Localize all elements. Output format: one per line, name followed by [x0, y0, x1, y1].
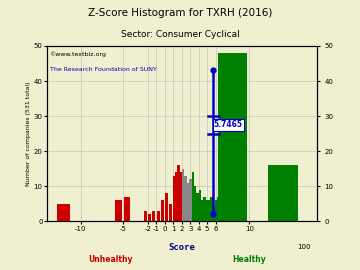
Text: Unhealthy: Unhealthy [88, 255, 132, 264]
Text: The Research Foundation of SUNY: The Research Foundation of SUNY [50, 67, 156, 72]
Bar [172, 176, 175, 221]
Bar [161, 200, 164, 221]
Bar [177, 165, 180, 221]
Text: ©www.textbiz.org: ©www.textbiz.org [50, 51, 106, 57]
Bar [201, 200, 203, 221]
Bar [148, 214, 151, 221]
Bar [115, 200, 122, 221]
Bar [208, 200, 210, 221]
Bar [218, 53, 247, 221]
Bar [144, 211, 147, 221]
Bar [199, 190, 201, 221]
Bar [57, 204, 70, 221]
Bar [187, 183, 189, 221]
Bar [123, 197, 130, 221]
Bar [217, 197, 220, 221]
Text: Sector: Consumer Cyclical: Sector: Consumer Cyclical [121, 30, 239, 39]
Bar [203, 197, 206, 221]
Bar [182, 169, 184, 221]
Bar [206, 200, 208, 221]
Bar [175, 172, 177, 221]
Bar [180, 172, 182, 221]
Text: 5.7465: 5.7465 [214, 120, 243, 129]
Text: Healthy: Healthy [233, 255, 266, 264]
Text: 100: 100 [297, 244, 311, 250]
Bar [213, 207, 215, 221]
Bar [268, 165, 298, 221]
Bar [210, 197, 213, 221]
Bar [165, 193, 168, 221]
Bar [169, 204, 172, 221]
Y-axis label: Number of companies (531 total): Number of companies (531 total) [26, 81, 31, 186]
Bar [196, 193, 199, 221]
Bar [184, 176, 187, 221]
Bar [194, 186, 196, 221]
Bar [215, 200, 217, 221]
Bar [153, 211, 156, 221]
Bar [157, 211, 159, 221]
Bar [189, 179, 192, 221]
Bar [192, 172, 194, 221]
Text: Z-Score Histogram for TXRH (2016): Z-Score Histogram for TXRH (2016) [88, 8, 272, 18]
X-axis label: Score: Score [168, 243, 195, 252]
